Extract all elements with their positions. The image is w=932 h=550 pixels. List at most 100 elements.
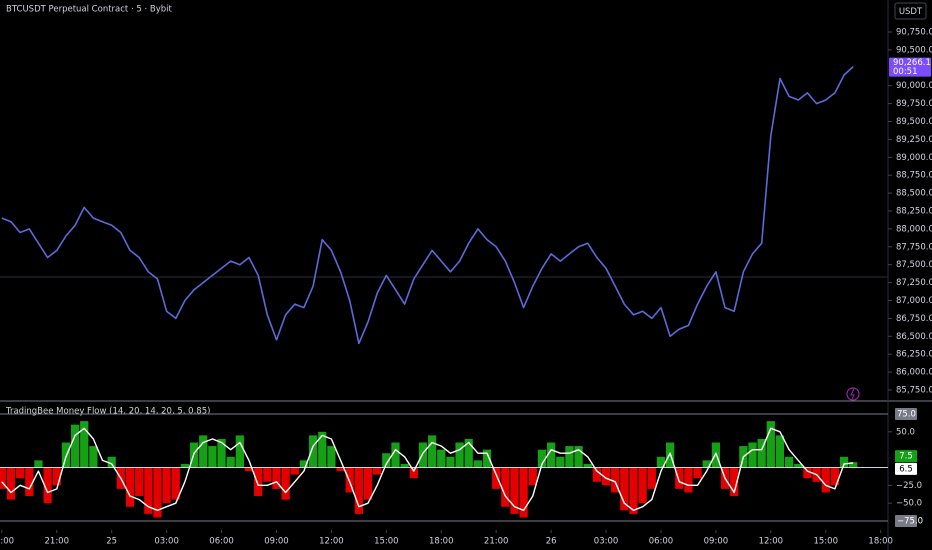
histogram-bar	[528, 467, 537, 486]
chart-title: BTCUSDT Perpetual Contract · 5 · Bybit	[6, 5, 172, 15]
x-tick-label: 03:00	[594, 537, 619, 547]
histogram-bar	[785, 456, 794, 468]
x-tick-label: 09:00	[704, 537, 729, 547]
histogram-bar	[354, 467, 363, 514]
x-tick-label: 21:00	[45, 537, 70, 547]
histogram-bar	[437, 449, 446, 468]
histogram-bar	[409, 467, 418, 479]
y-tick-label: 86,000.0	[896, 368, 932, 378]
histogram-bar	[235, 435, 244, 468]
histogram-bar	[391, 442, 400, 468]
histogram-bar	[52, 467, 61, 486]
histogram-bar	[656, 456, 666, 468]
x-tick-label: 09:00	[264, 537, 289, 547]
price-line	[1, 66, 854, 345]
histogram-bar	[574, 446, 583, 468]
alert-icon[interactable]	[846, 387, 860, 401]
histogram-bar	[217, 438, 226, 468]
histogram-bar	[748, 442, 757, 468]
histogram-bar	[244, 467, 254, 472]
histogram-bar	[611, 467, 620, 493]
currency-button[interactable]	[894, 2, 927, 20]
histogram-bar	[601, 467, 611, 486]
histogram-bar	[34, 460, 43, 468]
histogram-bar	[629, 467, 638, 514]
countdown-label: 00:51	[893, 67, 918, 77]
last-value-label: 6.5	[899, 464, 913, 474]
histogram-bar	[830, 467, 840, 486]
x-tick-label: 18:00	[0, 537, 14, 547]
histogram-bar	[418, 442, 428, 468]
x-tick-label: 15:00	[374, 537, 399, 547]
y-tick-label: 88,750.0	[896, 171, 932, 181]
y-tick-label: 85,750.0	[896, 385, 932, 395]
last-value-label: 7.5	[899, 452, 913, 462]
y-tick-label: 89,250.0	[896, 135, 932, 145]
histogram-bar	[80, 421, 89, 468]
x-tick-label: 21:00	[484, 537, 509, 547]
histogram-bar	[702, 460, 711, 468]
y-tick-label: 88,250.0	[896, 206, 932, 216]
histogram-bar	[510, 467, 519, 514]
histogram-bar	[299, 460, 309, 468]
histogram-bar	[775, 435, 785, 468]
histogram-bar	[345, 467, 354, 493]
histogram-bar	[373, 467, 382, 475]
price-label-box	[889, 57, 931, 77]
y-tick-label: 50.0	[896, 427, 915, 437]
histogram-bar	[308, 435, 318, 468]
histogram-bar	[6, 467, 16, 500]
histogram-bar	[427, 435, 437, 468]
y-tick-label: 86,500.0	[896, 332, 932, 342]
histogram-bar	[693, 467, 702, 479]
y-tick-label: 86,250.0	[896, 350, 932, 360]
indicator-title: TradingBee Money Flow (14, 20, 14, 20, 5…	[5, 407, 210, 417]
histogram-bar	[537, 449, 547, 468]
histogram-bar	[281, 467, 290, 500]
histogram-bar	[25, 467, 34, 497]
x-tick-label: 25	[106, 537, 117, 547]
histogram-bar	[208, 446, 217, 468]
y-tick-label: 87,500.0	[896, 260, 932, 270]
histogram-bar	[107, 456, 116, 468]
histogram-bar	[125, 467, 135, 507]
histogram-bar	[730, 467, 739, 497]
histogram-bar	[363, 467, 373, 500]
histogram-bar	[336, 467, 345, 472]
histogram-bar	[455, 442, 464, 468]
x-tick-label: 15:00	[813, 537, 838, 547]
histogram-bar	[171, 467, 180, 500]
x-tick-label: 18:00	[429, 537, 454, 547]
histogram-bar	[162, 467, 171, 504]
histogram-bar	[638, 467, 647, 504]
level-label: −75.0	[897, 517, 923, 527]
y-tick-label: 89,750.0	[896, 99, 932, 109]
histogram-bar	[492, 467, 501, 489]
y-tick-label: 87,750.0	[896, 242, 932, 252]
histogram-bar	[254, 467, 263, 497]
histogram-bar	[327, 446, 336, 468]
histogram-bar	[821, 467, 830, 493]
x-tick-label: 06:00	[209, 537, 234, 547]
histogram-bar	[135, 467, 144, 497]
histogram-bar	[519, 467, 528, 518]
x-tick-label: 26	[546, 537, 557, 547]
histogram-bar	[0, 467, 6, 489]
y-tick-label: 90,500.0	[896, 45, 932, 55]
histogram-bar	[647, 467, 656, 489]
histogram-bar	[318, 431, 327, 468]
histogram-bar	[446, 456, 455, 468]
x-tick-label: 03:00	[154, 537, 179, 547]
alert-bolt	[850, 388, 855, 400]
y-tick-label: 87,000.0	[896, 296, 932, 306]
currency-label[interactable]: USDT	[899, 7, 923, 17]
histogram-bar	[794, 463, 803, 468]
histogram-bar	[592, 467, 602, 482]
x-tick-label: 18:00	[868, 537, 893, 547]
histogram-bar	[482, 449, 492, 468]
price-label: 90,266.1	[893, 58, 931, 68]
histogram-bar	[16, 467, 25, 479]
histogram-bar	[766, 421, 775, 468]
